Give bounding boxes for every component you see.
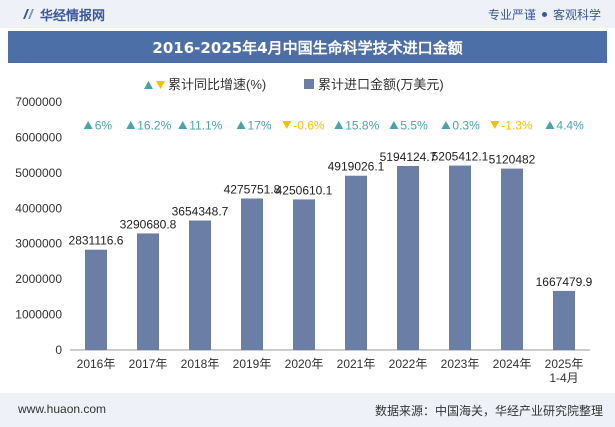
bar <box>553 290 575 350</box>
growth-down-triangle-icon <box>282 121 292 129</box>
x-axis: 2016年 2017年 2018年 2019年 2020年 2021年 2022年 2023年… <box>77 357 584 385</box>
growth-up-triangle-icon <box>236 121 246 129</box>
growth-value-label: 16.2% <box>137 119 171 133</box>
bar-value-label: 5120482 <box>489 153 536 167</box>
growth-value-label: 15.8% <box>345 119 379 133</box>
growth-value-label: 5.5% <box>400 119 428 133</box>
growth-value-label: -0.6% <box>293 119 325 133</box>
y-tick-label: 2000000 <box>15 272 62 286</box>
growth-up-triangle-icon <box>334 121 344 129</box>
y-tick-label: 0 <box>55 343 62 357</box>
growth-value-label: 11.1% <box>189 119 222 133</box>
x-tick-label: 2021年 <box>337 357 376 371</box>
y-tick-label: 5000000 <box>15 166 62 180</box>
growth-labels: 6% 16.2% 11.1% 17% -0.6% 15.8% 5.5% 0.3% -1.3% 4.… <box>83 119 584 133</box>
bar <box>189 220 211 350</box>
bar <box>293 199 315 350</box>
slogan-left: 专业严谨 <box>487 8 536 22</box>
legend: 累计同比增速(%) 累计进口金额(万美元) <box>144 77 444 92</box>
growth-up-triangle-icon <box>83 121 93 129</box>
bar-value-label: 4250610.1 <box>276 183 333 197</box>
footer-source: 数据来源：中国海关，华经产业研究院整理 <box>374 404 603 418</box>
bar <box>501 168 523 350</box>
growth-up-triangle-icon <box>178 121 188 129</box>
bar-value-label: 2831116.6 <box>69 234 124 248</box>
y-tick-label: 4000000 <box>15 201 62 215</box>
y-tick-label: 7000000 <box>15 95 62 109</box>
x-tick-label: 2024年 <box>493 357 532 371</box>
bullet-dot-icon <box>541 12 547 17</box>
growth-value-label: 4.4% <box>556 119 584 133</box>
footer: www.huaon.com 数据来源：中国海关，华经产业研究院整理 <box>0 393 615 427</box>
growth-value-label: -1.3% <box>501 119 533 133</box>
bar <box>449 165 471 350</box>
y-tick-label: 6000000 <box>15 130 62 144</box>
bar-value-label: 5194124.7 <box>380 150 437 164</box>
chart: 累计同比增速(%) 累计进口金额(万美元) 0 1000000 2000000 3000… <box>15 77 593 385</box>
y-tick-label: 3000000 <box>15 237 62 251</box>
legend-up-triangle-icon <box>144 81 153 89</box>
bar <box>345 175 367 350</box>
x-tick-label: 2023年 <box>441 357 480 371</box>
bar-value-label: 3654348.7 <box>172 205 229 219</box>
legend-label-amount: 累计进口金额(万美元) <box>318 77 444 92</box>
bar <box>241 198 263 350</box>
title-bar: 2016-2025年4月中国生命科学技术进口金额 <box>8 31 607 63</box>
bar <box>85 249 107 350</box>
bar-value-label: 4919026.1 <box>328 160 385 174</box>
bar <box>397 165 419 350</box>
brand-name: 华经情报网 <box>40 7 106 23</box>
growth-down-triangle-icon <box>490 121 500 129</box>
growth-up-triangle-icon <box>389 121 399 129</box>
brand: 华经情报网 <box>20 6 106 23</box>
x-tick-label: 2020年 <box>285 357 324 371</box>
growth-up-triangle-icon <box>126 121 136 129</box>
bar-value-label: 5205412.1 <box>432 150 489 164</box>
legend-bar-swatch <box>304 79 314 89</box>
x-tick-label: 2016年 <box>77 357 116 371</box>
x-tick-label: 2017年 <box>129 357 168 371</box>
y-tick-label: 1000000 <box>15 308 62 322</box>
growth-value-label: 6% <box>95 119 113 133</box>
legend-down-triangle-icon <box>156 81 165 89</box>
brand-logo-icon <box>23 9 34 19</box>
chart-title: 2016-2025年4月中国生命科学技术进口金额 <box>152 38 463 57</box>
slogan-right: 客观科学 <box>552 8 601 22</box>
bar <box>137 233 159 350</box>
x-tick-label: 2019年 <box>233 357 272 371</box>
legend-label-growth: 累计同比增速(%) <box>168 77 266 92</box>
bar-value-label: 4275751.8 <box>224 183 281 197</box>
bar-value-label: 1667479.9 <box>536 275 593 289</box>
x-tick-label: 2018年 <box>181 357 220 371</box>
top-bar: 华经情报网 专业严谨 客观科学 <box>0 0 615 28</box>
x-tick-label: 2025年 1-4月 <box>545 357 584 385</box>
x-tick-label: 2022年 <box>389 357 428 371</box>
growth-value-label: 0.3% <box>452 119 480 133</box>
footer-url: www.huaon.com <box>18 402 107 416</box>
growth-value-label: 17% <box>248 119 272 133</box>
growth-up-triangle-icon <box>441 121 451 129</box>
slogan: 专业严谨 客观科学 <box>488 6 601 23</box>
bar-value-label: 3290680.8 <box>120 217 177 231</box>
growth-up-triangle-icon <box>545 121 555 129</box>
